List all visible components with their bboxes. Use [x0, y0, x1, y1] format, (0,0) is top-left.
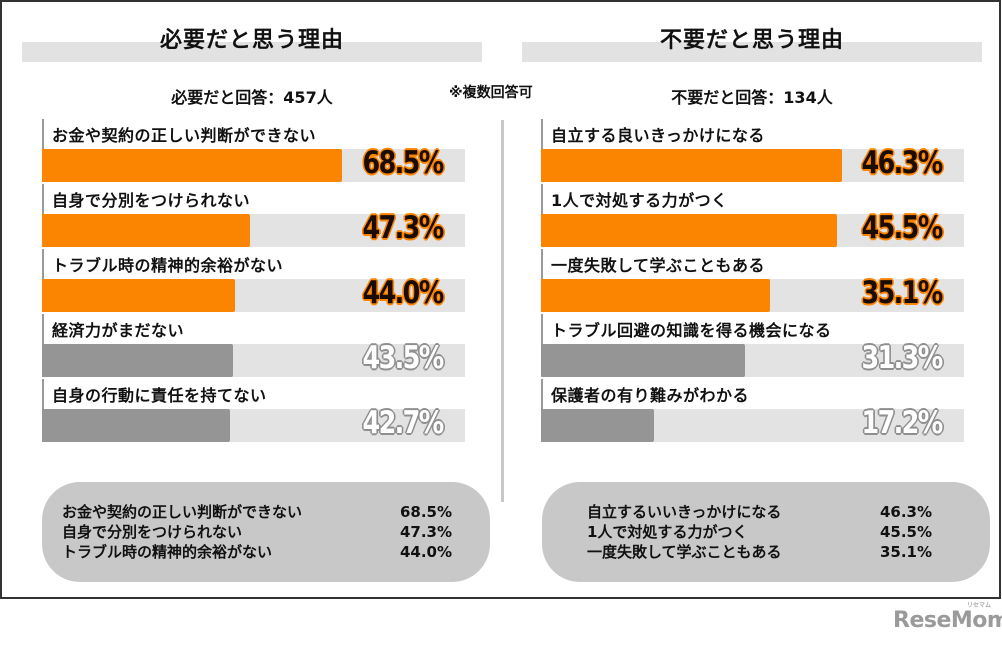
summary-label: 自立するいいきっかけになる: [587, 503, 782, 521]
bar-row: お金や契約の正しい判断ができない 68.5%: [42, 119, 465, 184]
summary-value: 46.3%: [879, 503, 932, 521]
summary-value: 44.0%: [399, 543, 452, 561]
bar-fill: [541, 409, 654, 442]
bar-label: お金や契約の正しい判断ができない: [42, 119, 316, 149]
bar-track: 47.3%: [42, 210, 465, 247]
bar-value: 47.3%: [363, 210, 445, 246]
bar-label: 一度失敗して学ぶこともある: [541, 249, 765, 279]
summary-label: 自身で分別をつけられない: [62, 523, 243, 541]
bar-label: 保護者の有り難みがわかる: [541, 379, 749, 409]
panel-divider: [501, 120, 504, 502]
logo-kana: リセマム: [967, 602, 992, 609]
bar-fill: [541, 279, 770, 312]
bar-track: 42.7%: [42, 405, 465, 442]
summary-label: お金や契約の正しい判断ができない: [62, 503, 303, 521]
multiple-answer-note: ※複数回答可: [449, 85, 533, 101]
bar-label: トラブル時の精神的余裕がない: [42, 249, 283, 279]
bar-value: 42.7%: [363, 405, 445, 441]
bar-value: 35.1%: [862, 275, 944, 311]
summary-value: 35.1%: [879, 543, 932, 561]
bar-fill: [42, 344, 233, 377]
respondent-count: 不要だと回答：134人: [671, 88, 833, 107]
bar-label: トラブル回避の知識を得る機会になる: [541, 314, 832, 344]
bar-label: 自身の行動に責任を持てない: [42, 379, 267, 409]
bar-list: 自立する良いきっかけになる 46.3% 1人で対処する力がつく 45.5% 一度…: [541, 119, 964, 444]
bar-row: 自立する良いきっかけになる 46.3%: [541, 119, 964, 184]
bar-value: 44.0%: [363, 275, 445, 311]
panel-unnecessary-reasons: 不要だと思う理由 不要だと回答：134人 自立する良いきっかけになる 46.3%…: [502, 2, 1002, 598]
summary-label: 1人で対処する力がつく: [587, 523, 748, 541]
summary-value: 45.5%: [879, 523, 932, 541]
bar-value: 43.5%: [363, 340, 445, 376]
bar-track: 45.5%: [541, 210, 964, 247]
bar-track: 46.3%: [541, 145, 964, 182]
bar-track: 68.5%: [42, 145, 465, 182]
bar-row: 一度失敗して学ぶこともある 35.1%: [541, 249, 964, 314]
chart-frame: 必要だと思う理由 必要だと回答：457人 お金や契約の正しい判断ができない 68…: [0, 0, 1001, 599]
bar-track: 43.5%: [42, 340, 465, 377]
summary-label: トラブル時の精神的余裕がない: [62, 543, 273, 561]
bar-label: 1人で対処する力がつく: [541, 184, 728, 214]
bar-fill: [42, 279, 235, 312]
bar-fill: [541, 344, 745, 377]
bar-row: トラブル回避の知識を得る機会になる 31.3%: [541, 314, 964, 379]
bar-value: 31.3%: [862, 340, 944, 376]
bar-row: 保護者の有り難みがわかる 17.2%: [541, 379, 964, 444]
top3-summary-box: お金や契約の正しい判断ができない 68.5% 自身で分別をつけられない 47.3…: [42, 482, 490, 582]
respondent-count: 必要だと回答：457人: [171, 88, 333, 107]
bar-row: 経済力がまだない 43.5%: [42, 314, 465, 379]
panel-title: 不要だと思う理由: [659, 28, 844, 53]
title-band: [22, 42, 482, 62]
bar-list: お金や契約の正しい判断ができない 68.5% 自身で分別をつけられない 47.3…: [42, 119, 465, 444]
top3-summary-box: 自立するいいきっかけになる 46.3% 1人で対処する力がつく 45.5% 一度…: [542, 482, 990, 582]
logo-text: ReseMom: [893, 608, 1002, 633]
bar-label: 自立する良いきっかけになる: [541, 119, 765, 149]
bar-value: 68.5%: [363, 145, 445, 181]
bar-track: 31.3%: [541, 340, 964, 377]
summary-value: 68.5%: [399, 503, 452, 521]
bar-fill: [42, 214, 250, 247]
bar-row: 自身の行動に責任を持てない 42.7%: [42, 379, 465, 444]
summary-value: 47.3%: [399, 523, 452, 541]
bar-row: トラブル時の精神的余裕がない 44.0%: [42, 249, 465, 314]
bar-fill: [541, 149, 842, 182]
summary-label: 一度失敗して学ぶこともある: [587, 543, 782, 561]
title-band: [522, 42, 982, 62]
bar-label: 自身で分別をつけられない: [42, 184, 250, 214]
bar-fill: [541, 214, 837, 247]
bar-track: 35.1%: [541, 275, 964, 312]
bar-value: 17.2%: [862, 405, 944, 441]
panel-title: 必要だと思う理由: [159, 28, 344, 53]
bar-fill: [42, 409, 230, 442]
bar-value: 45.5%: [862, 210, 944, 246]
bar-track: 44.0%: [42, 275, 465, 312]
bar-track: 17.2%: [541, 405, 964, 442]
bar-row: 1人で対処する力がつく 45.5%: [541, 184, 964, 249]
bar-row: 自身で分別をつけられない 47.3%: [42, 184, 465, 249]
panel-necessary-reasons: 必要だと思う理由 必要だと回答：457人 お金や契約の正しい判断ができない 68…: [2, 2, 502, 598]
bar-fill: [42, 149, 342, 182]
resemom-logo: ReseMom リセマム: [893, 602, 1002, 633]
bar-label: 経済力がまだない: [42, 314, 184, 344]
bar-value: 46.3%: [862, 145, 944, 181]
